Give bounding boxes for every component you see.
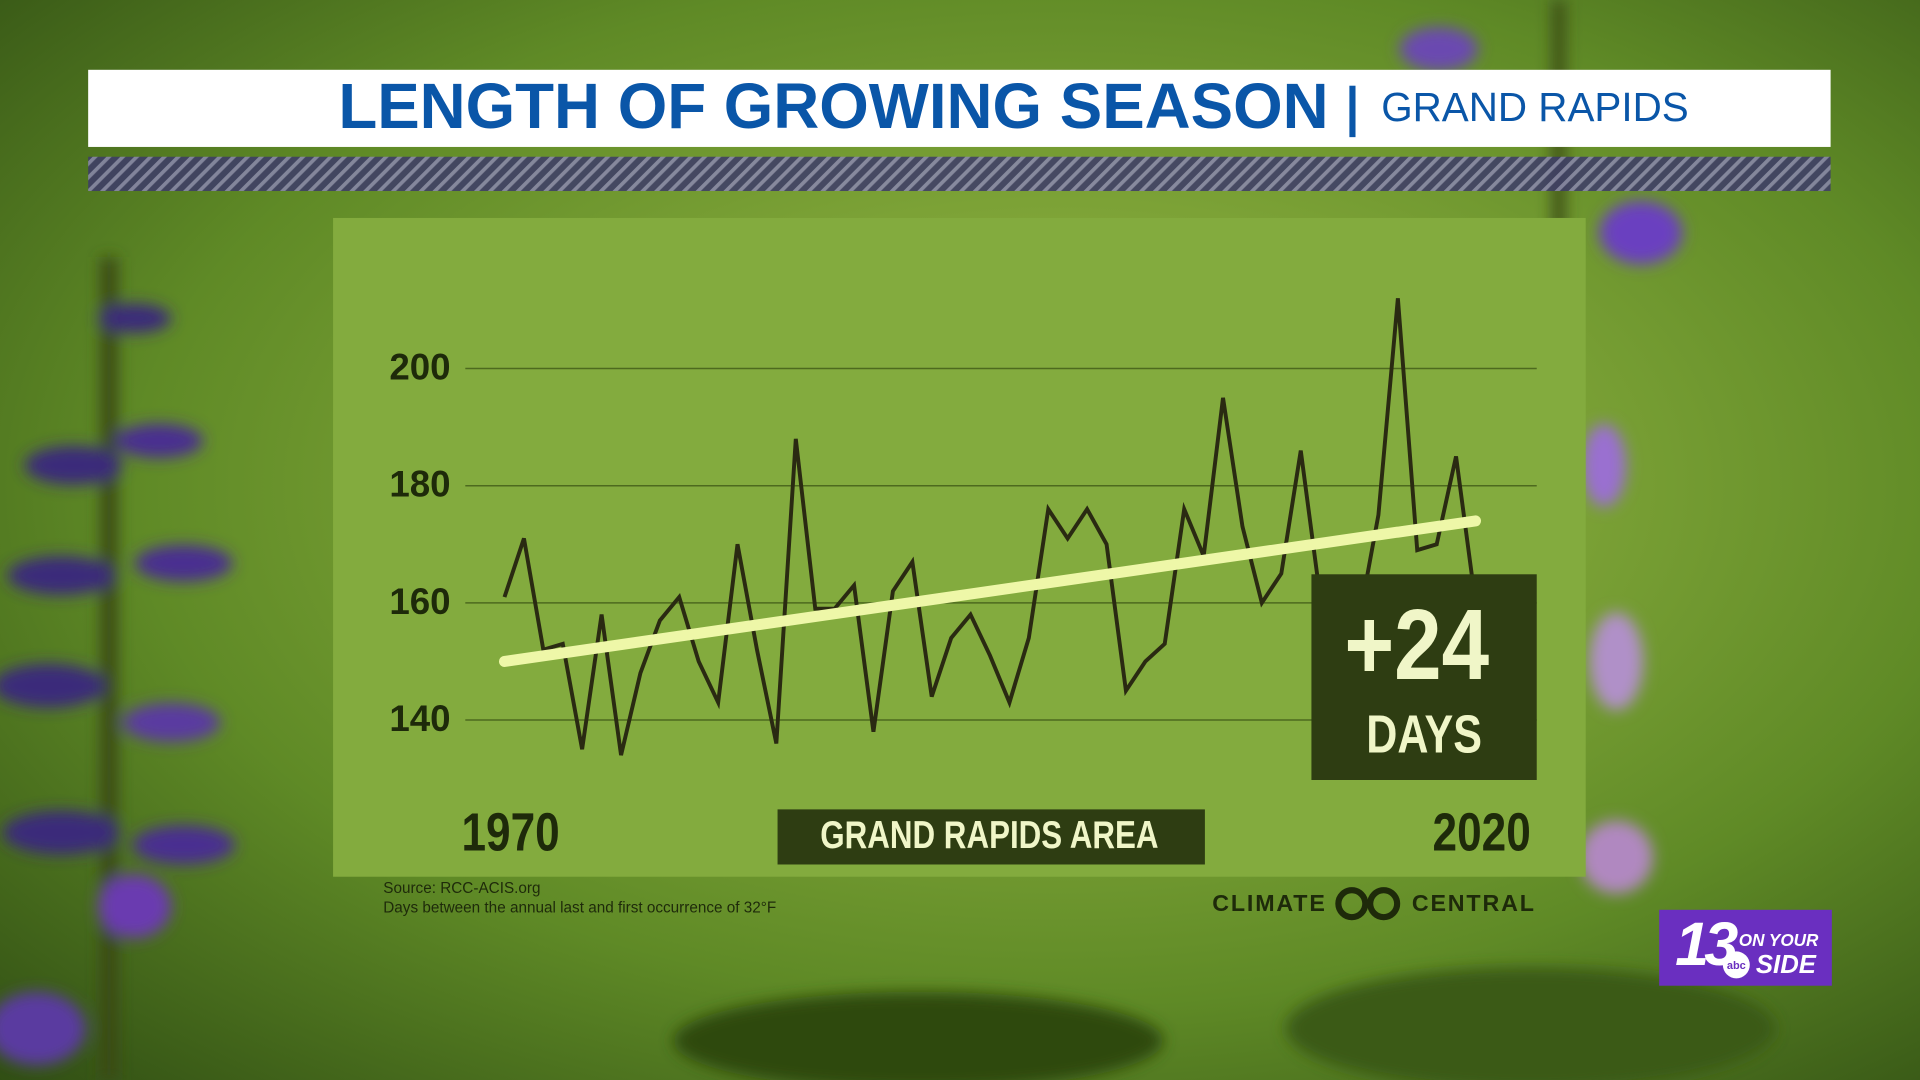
source-note: Days between the annual last and first o… bbox=[383, 900, 776, 917]
y-tick-label: 180 bbox=[389, 464, 450, 505]
y-tick-label: 160 bbox=[389, 581, 450, 622]
plot: 140 160 180 200 1970 2020 bbox=[389, 298, 1537, 863]
hatch-stripe bbox=[88, 156, 1831, 192]
logo-line1: ON YOUR bbox=[1739, 930, 1819, 950]
logo-network-badge bbox=[1722, 951, 1750, 979]
brand-mark bbox=[1367, 887, 1401, 921]
logo-line2: SIDE bbox=[1756, 951, 1817, 979]
title-divider bbox=[1349, 85, 1356, 138]
brand-mark bbox=[1335, 887, 1369, 921]
y-tick-label: 200 bbox=[389, 346, 450, 387]
area-label: GRAND RAPIDS AREA bbox=[820, 813, 1158, 857]
callout-box bbox=[1311, 574, 1537, 780]
x-tick-label: 2020 bbox=[1433, 802, 1531, 862]
source-line: Source: RCC-ACIS.org bbox=[383, 880, 540, 897]
brand-left: CLIMATE bbox=[1212, 890, 1326, 916]
callout-value: +24 bbox=[1344, 589, 1489, 701]
title-banner bbox=[88, 69, 1831, 147]
chart-title: LENGTH OF GROWING SEASON bbox=[338, 71, 1328, 142]
trend-line bbox=[498, 515, 1482, 667]
flower-decoration bbox=[0, 0, 1776, 1080]
brand-right: CENTRAL bbox=[1412, 890, 1536, 916]
y-tick-label: 140 bbox=[389, 698, 450, 739]
callout-unit: DAYS bbox=[1366, 705, 1482, 765]
area-label-box bbox=[777, 809, 1205, 865]
logo-network: abc bbox=[1727, 960, 1746, 972]
x-tick-label: 1970 bbox=[461, 802, 559, 862]
chart-subtitle: GRAND RAPIDS bbox=[1381, 84, 1688, 130]
